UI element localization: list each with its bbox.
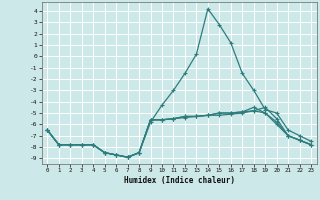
X-axis label: Humidex (Indice chaleur): Humidex (Indice chaleur) (124, 176, 235, 185)
